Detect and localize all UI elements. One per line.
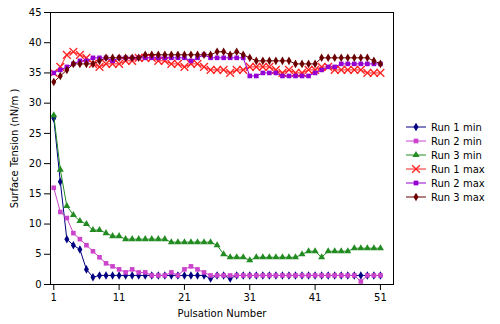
svg-text:20: 20 (29, 158, 42, 169)
html-text:Run 3 max: Run 3 max (431, 191, 485, 203)
html-text:Run 1 max: Run 1 max (431, 163, 485, 175)
svg-text:25: 25 (29, 128, 42, 139)
svg-text:31: 31 (243, 292, 256, 303)
html-text:Run 2 min: Run 2 min (431, 135, 482, 147)
svg-text:51: 51 (374, 292, 387, 303)
html-text:Run 2 max: Run 2 max (431, 177, 485, 189)
svg-text:35: 35 (29, 67, 42, 78)
svg-text:0: 0 (35, 279, 41, 290)
svg-text:Surface Tension (nN/m ): Surface Tension (nN/m ) (9, 89, 20, 209)
svg-text:40: 40 (29, 37, 42, 48)
svg-text:21: 21 (178, 292, 191, 303)
svg-text:45: 45 (29, 7, 42, 18)
svg-text:30: 30 (29, 97, 42, 108)
svg-text:41: 41 (309, 292, 322, 303)
svg-text:10: 10 (29, 218, 42, 229)
html-text:Run 1 min: Run 1 min (431, 121, 482, 133)
svg-text:11: 11 (113, 292, 126, 303)
svg-text:1: 1 (51, 292, 57, 303)
svg-text:15: 15 (29, 188, 42, 199)
html-text:Run 3 min: Run 3 min (431, 149, 482, 161)
svg-text:5: 5 (35, 248, 41, 259)
svg-text:Pulsation Number: Pulsation Number (178, 308, 268, 319)
